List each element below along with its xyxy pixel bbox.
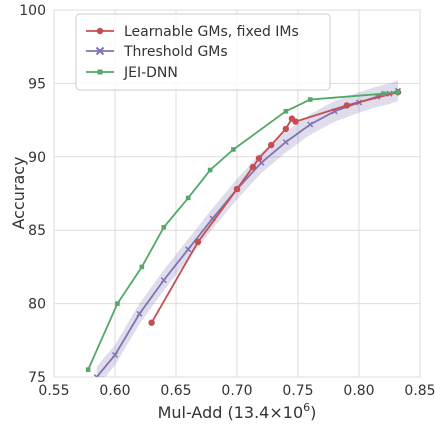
data-point bbox=[267, 141, 275, 149]
x-tick-label: 0.60 bbox=[99, 383, 130, 399]
y-tick-label: 75 bbox=[28, 370, 46, 386]
data-point bbox=[185, 195, 191, 201]
data-point bbox=[139, 264, 145, 270]
series-0 bbox=[148, 89, 402, 326]
x-tick-label: 0.55 bbox=[38, 383, 69, 399]
legend-box bbox=[75, 13, 331, 91]
data-point bbox=[111, 351, 119, 359]
data-point bbox=[93, 373, 100, 377]
x-tick-label: 0.65 bbox=[160, 383, 191, 399]
data-point bbox=[233, 185, 241, 193]
x-tick-label: 0.70 bbox=[221, 383, 252, 399]
data-point bbox=[161, 224, 167, 230]
x-axis-label: Mul-Add (13.4×106) bbox=[158, 401, 317, 422]
data-point bbox=[136, 310, 143, 317]
data-point bbox=[148, 319, 155, 326]
data-point bbox=[207, 167, 213, 173]
legend: Learnable GMs, fixed IMs Threshold GMs J… bbox=[75, 13, 331, 91]
legend-marker-learnable-gms bbox=[96, 27, 104, 35]
y-tick-label: 90 bbox=[28, 150, 46, 166]
data-point bbox=[249, 163, 257, 171]
data-point bbox=[307, 121, 314, 128]
y-tick-label: 100 bbox=[19, 3, 46, 19]
data-point bbox=[307, 97, 313, 102]
legend-label-learnable-gms: Learnable GMs, fixed IMs bbox=[124, 24, 299, 40]
x-tick-label: 0.80 bbox=[343, 383, 374, 399]
data-point bbox=[292, 118, 299, 125]
data-point bbox=[395, 89, 401, 95]
legend-marker-threshold-gms bbox=[95, 46, 105, 56]
series-group bbox=[85, 87, 402, 377]
x-tick-label: 0.75 bbox=[282, 383, 313, 399]
data-point bbox=[160, 277, 167, 284]
data-point bbox=[194, 238, 202, 246]
legend-label-threshold-gms: Threshold GMs bbox=[123, 44, 228, 60]
data-point bbox=[85, 367, 91, 372]
data-point bbox=[381, 91, 386, 96]
data-point bbox=[343, 102, 350, 109]
legend-label-jei-dnn: JEI-DNN bbox=[123, 65, 178, 81]
y-axis-label: Accuracy bbox=[9, 156, 28, 229]
data-point bbox=[255, 155, 263, 162]
y-tick-label: 85 bbox=[28, 223, 46, 239]
series-2 bbox=[85, 89, 401, 372]
data-point bbox=[185, 246, 192, 253]
data-point bbox=[283, 108, 289, 114]
data-point bbox=[282, 139, 289, 146]
data-point bbox=[282, 125, 289, 133]
y-tick-label: 80 bbox=[28, 297, 46, 313]
legend-marker-jei-dnn bbox=[97, 69, 103, 75]
data-point bbox=[115, 301, 120, 306]
tick-labels: 0.55 0.60 0.65 0.70 0.75 0.80 0.85 75 80 85 90 95 10… bbox=[19, 3, 435, 399]
x-tick-label: 0.85 bbox=[404, 383, 435, 399]
data-point bbox=[231, 147, 236, 152]
y-tick-label: 95 bbox=[28, 76, 46, 92]
